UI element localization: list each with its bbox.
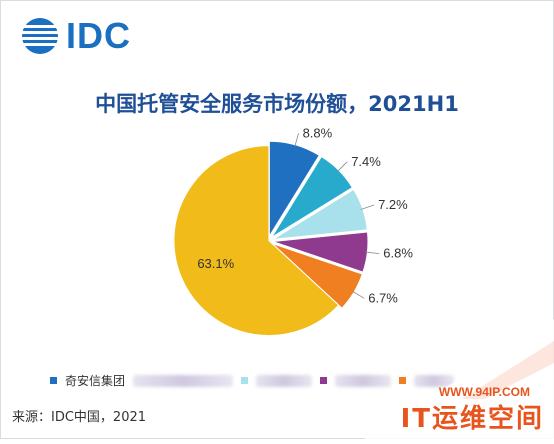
legend-blurred-2 xyxy=(256,374,313,387)
leader-line-4 xyxy=(365,251,380,255)
slice-label-1: 8.8% xyxy=(303,125,333,140)
globe-icon xyxy=(22,18,58,54)
legend-swatch-2 xyxy=(241,377,249,384)
slice-label-3: 7.2% xyxy=(378,197,408,212)
leader-line-2 xyxy=(337,161,348,172)
slice-label-5: 6.7% xyxy=(368,290,398,305)
slice-label-2: 7.4% xyxy=(351,154,381,169)
slice-label-6: 63.1% xyxy=(197,256,234,271)
leader-line-5 xyxy=(351,290,365,299)
legend-blurred-1 xyxy=(133,374,234,387)
watermark: WWW.94IP.COM IT运维空间 xyxy=(364,319,554,439)
legend-blurred-3 xyxy=(335,374,392,387)
chart-legend: 奇安信集团 xyxy=(50,372,455,389)
legend-blurred-4 xyxy=(414,374,455,387)
pie-chart: 8.8% 7.4% 7.2% 6.8% 6.7% 63.1% xyxy=(173,125,413,337)
leader-line-1 xyxy=(294,133,299,147)
legend-swatch-4 xyxy=(399,377,407,384)
watermark-brand: IT运维空间 xyxy=(400,404,544,434)
idc-logo: IDC xyxy=(20,16,131,56)
chart-title: 中国托管安全服务市场份额，2021H1 xyxy=(95,92,459,116)
leader-line-3 xyxy=(360,204,375,210)
legend-swatch-3 xyxy=(320,377,328,384)
logo-text: IDC xyxy=(66,15,131,56)
source-note: 来源：IDC中国，2021 xyxy=(12,410,147,425)
pie-slice-6 xyxy=(173,145,340,337)
watermark-corner xyxy=(364,319,554,439)
legend-label-1: 奇安信集团 xyxy=(65,374,126,388)
watermark-url: WWW.94IP.COM xyxy=(438,385,530,399)
legend-swatch-1 xyxy=(50,377,57,384)
slice-label-4: 6.8% xyxy=(383,246,413,261)
